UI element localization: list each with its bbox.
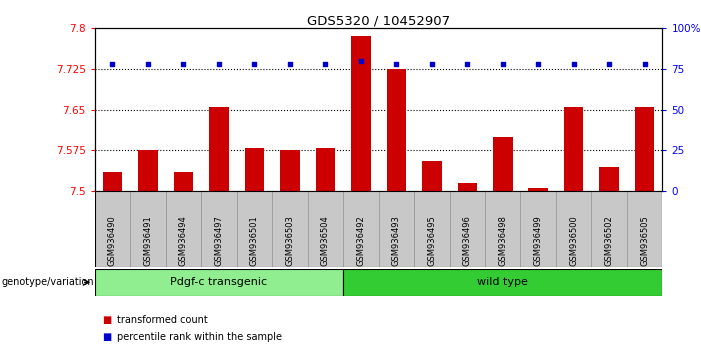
Point	[533, 61, 544, 67]
Point	[426, 61, 437, 67]
Text: wild type: wild type	[477, 277, 528, 287]
Bar	[458, 183, 477, 191]
Text: GSM936490: GSM936490	[108, 215, 117, 266]
Point	[178, 61, 189, 67]
Bar	[95, 269, 343, 296]
Bar	[379, 191, 414, 267]
Bar	[130, 191, 165, 267]
Text: percentile rank within the sample: percentile rank within the sample	[117, 332, 282, 342]
Text: ■: ■	[102, 315, 111, 325]
Point	[639, 61, 651, 67]
Text: GSM936494: GSM936494	[179, 215, 188, 266]
Text: GSM936498: GSM936498	[498, 215, 508, 266]
Text: GSM936499: GSM936499	[533, 215, 543, 266]
Bar	[520, 191, 556, 267]
Bar	[209, 107, 229, 191]
Bar	[343, 191, 379, 267]
Text: GSM936496: GSM936496	[463, 215, 472, 266]
Title: GDS5320 / 10452907: GDS5320 / 10452907	[307, 14, 450, 27]
Bar	[102, 172, 122, 191]
Point	[497, 61, 508, 67]
Bar	[315, 148, 335, 191]
Text: GSM936503: GSM936503	[285, 215, 294, 266]
Point	[142, 61, 154, 67]
Point	[107, 61, 118, 67]
Bar	[635, 107, 655, 191]
Bar	[165, 191, 201, 267]
Text: Pdgf-c transgenic: Pdgf-c transgenic	[170, 277, 267, 287]
Bar	[280, 150, 299, 191]
Text: ■: ■	[102, 332, 111, 342]
Bar	[422, 161, 442, 191]
Text: GSM936504: GSM936504	[321, 215, 329, 266]
Bar	[386, 69, 406, 191]
Bar	[308, 191, 343, 267]
Bar	[272, 191, 308, 267]
Text: GSM936495: GSM936495	[428, 215, 436, 266]
Bar	[236, 191, 272, 267]
Bar	[529, 188, 548, 191]
Text: GSM936500: GSM936500	[569, 215, 578, 266]
Bar	[414, 191, 449, 267]
Text: GSM936492: GSM936492	[356, 215, 365, 266]
Text: GSM936491: GSM936491	[144, 215, 152, 266]
Bar	[95, 191, 130, 267]
Bar	[493, 137, 512, 191]
Text: genotype/variation: genotype/variation	[1, 277, 94, 287]
Bar	[485, 191, 520, 267]
Bar	[449, 191, 485, 267]
Bar	[138, 150, 158, 191]
Text: GSM936505: GSM936505	[640, 215, 649, 266]
Point	[462, 61, 473, 67]
Bar	[556, 191, 592, 267]
Point	[284, 61, 295, 67]
Bar	[627, 191, 662, 267]
Point	[213, 61, 224, 67]
Bar	[599, 167, 619, 191]
Bar	[564, 107, 583, 191]
Bar	[343, 269, 662, 296]
Point	[568, 61, 579, 67]
Text: GSM936497: GSM936497	[215, 215, 224, 266]
Bar	[201, 191, 237, 267]
Bar	[174, 172, 193, 191]
Point	[604, 61, 615, 67]
Text: GSM936502: GSM936502	[605, 215, 613, 266]
Point	[355, 58, 367, 64]
Bar	[592, 191, 627, 267]
Point	[320, 61, 331, 67]
Text: transformed count: transformed count	[117, 315, 207, 325]
Text: GSM936493: GSM936493	[392, 215, 401, 266]
Bar	[245, 148, 264, 191]
Point	[390, 61, 402, 67]
Bar	[351, 36, 371, 191]
Point	[249, 61, 260, 67]
Text: GSM936501: GSM936501	[250, 215, 259, 266]
